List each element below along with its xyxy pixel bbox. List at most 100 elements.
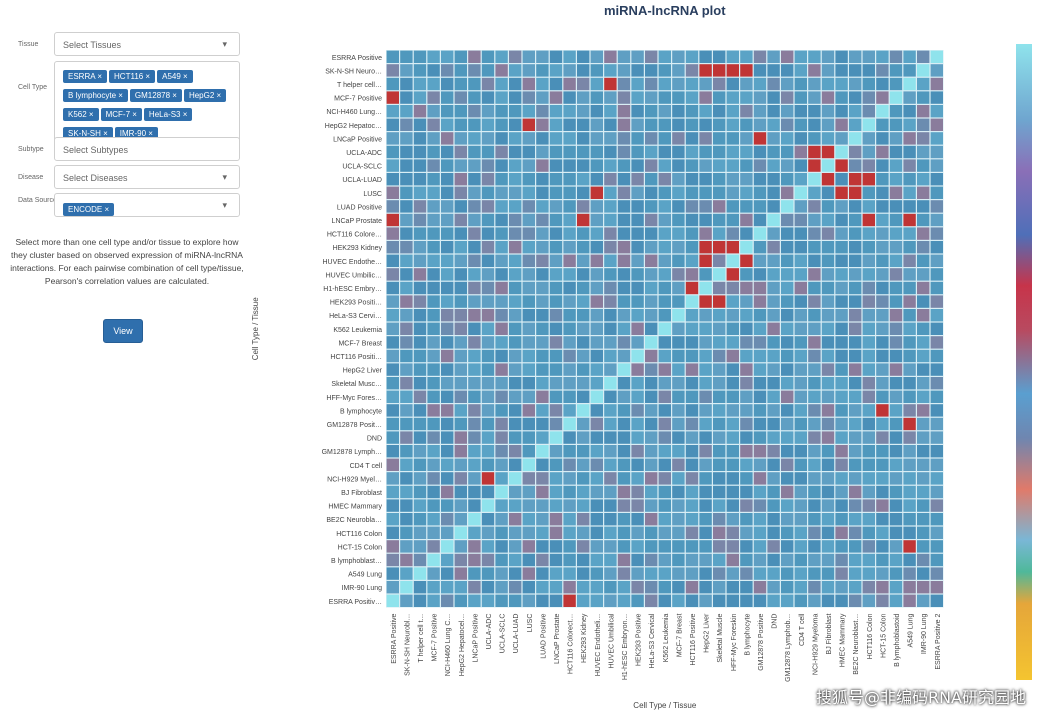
heatmap-cell [604,472,617,485]
cell_type-tag[interactable]: HepG2 × [183,89,227,102]
heatmap-cell [672,581,685,594]
heatmap-cell [808,268,821,281]
y-tick-label: GM12878 Posit… [327,422,382,429]
cell_type-tag[interactable]: HeLa-S3 × [143,108,193,121]
heatmap-cell [740,472,753,485]
subtype-select[interactable]: Select Subtypes [54,137,240,161]
data_source-tag[interactable]: ENCODE × [63,203,115,216]
heatmap-cell [522,309,535,322]
heatmap-cell [454,268,467,281]
cell_type-tag[interactable]: HCT116 × [109,70,156,83]
cell_type-tag[interactable]: MCF-7 × [100,108,142,121]
cell_type-tag[interactable]: GM12878 × [129,89,182,102]
heatmap-cell [930,336,943,349]
heatmap-cell [604,540,617,553]
heatmap-cell [726,77,739,91]
heatmap-cell [427,281,440,295]
heatmap-cell [454,77,467,91]
heatmap-cell [713,363,726,376]
heatmap-cell [903,363,916,376]
heatmap-cell [794,213,807,227]
heatmap-cell [767,254,780,267]
heatmap-cell [835,281,848,295]
heatmap-cell [617,50,631,63]
heatmap-cell [903,309,916,322]
heatmap-cell [536,227,549,240]
x-tick-label: A549 Lung [908,614,915,648]
heatmap-cell [495,499,508,512]
heatmap-cell [481,132,495,145]
x-tick-label: B lymphocyte [744,614,751,656]
heatmap-cell [713,540,726,553]
heatmap-cell [577,390,590,403]
heatmap-cell [631,349,644,363]
heatmap-cell [604,445,617,458]
heatmap-cell [930,445,943,458]
heatmap-cell [590,540,603,553]
chevron-down-icon: ▾ [222,39,227,49]
heatmap-cell [481,363,495,376]
heatmap-cell [740,485,753,499]
heatmap-cell [821,132,835,145]
heatmap-cell [685,295,699,308]
heatmap-cell [808,499,821,512]
cell_type-tag[interactable]: A549 × [157,70,193,83]
heatmap-cell [699,91,712,104]
heatmap-cell [876,336,889,349]
heatmap-cell [563,295,576,308]
heatmap-cell [862,336,875,349]
heatmap-cell [645,390,658,403]
x-tick-label: Skeletal Muscle [717,614,724,663]
cell_type-tag[interactable]: SK-N-SH × [63,127,113,140]
heatmap-cell [930,200,943,213]
heatmap-cell [522,349,535,363]
heatmap-cell [713,159,726,172]
heatmap-cell [685,540,699,553]
view-button[interactable]: View [103,319,143,343]
disease-select[interactable]: Select Diseases ▾ [54,165,240,189]
heatmap-cell [672,91,685,104]
heatmap-cell [386,458,399,471]
heatmap-cell [685,594,699,607]
tissue-select[interactable]: Select Tissues ▾ [54,32,240,56]
cell_type-tag[interactable]: K562 × [63,108,99,121]
heatmap-cell [645,458,658,471]
heatmap-cell [577,50,590,63]
heatmap-cell [808,77,821,91]
data-source-multiselect[interactable]: ▾ ENCODE × [54,193,240,217]
heatmap-cell [821,377,835,390]
cell_type-tag[interactable]: IMR-90 × [114,127,158,140]
heatmap-cell [604,281,617,295]
heatmap-cell [917,64,930,77]
heatmap-cell [726,200,739,213]
heatmap-cell [658,91,671,104]
heatmap-cell [617,241,631,254]
heatmap-cell [522,159,535,172]
cell-type-multiselect[interactable]: ESRRA × HCT116 × A549 × B lymphocyte × GM128… [54,61,240,145]
cell_type-tag[interactable]: B lymphocyte × [63,89,128,102]
heatmap-cell [889,581,903,594]
heatmap-cell [713,404,726,417]
heatmap-cell [441,295,454,308]
heatmap-cell [794,363,807,376]
heatmap-cell [563,567,576,580]
heatmap-cell [413,309,427,322]
heatmap-cell [413,349,427,363]
heatmap-cell [767,349,780,363]
y-tick-label: BJ Fibroblast [341,490,382,497]
heatmap-cell [930,118,943,131]
cell_type-tag[interactable]: ESRRA × [63,70,108,83]
heatmap-cell [441,241,454,254]
heatmap-cell [876,499,889,512]
heatmap-cell [658,472,671,485]
heatmap-cell [917,241,930,254]
heatmap-cell [781,526,794,539]
heatmap-cell [631,404,644,417]
heatmap-cell [753,173,767,186]
heatmap-cell [685,118,699,131]
heatmap-cell [740,458,753,471]
heatmap-cell [441,213,454,227]
heatmap-cell [658,64,671,77]
heatmap-cell [468,513,481,526]
heatmap-cell [468,581,481,594]
